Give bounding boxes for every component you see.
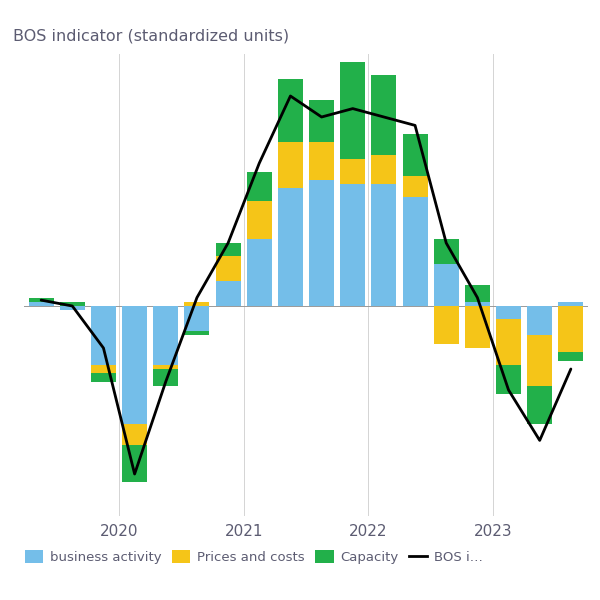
Bar: [215, 256, 241, 281]
Bar: [527, 386, 552, 424]
Bar: [215, 281, 241, 306]
Bar: [122, 306, 147, 424]
Bar: [91, 365, 116, 373]
Bar: [184, 331, 209, 335]
Bar: [559, 352, 583, 361]
Bar: [496, 306, 521, 319]
Bar: [154, 306, 178, 365]
Bar: [371, 75, 397, 155]
Bar: [559, 306, 583, 352]
Text: BOS indicator (standardized units): BOS indicator (standardized units): [13, 28, 289, 43]
Bar: [29, 302, 53, 306]
Bar: [340, 184, 365, 306]
Bar: [154, 365, 178, 369]
Bar: [403, 197, 428, 306]
Bar: [278, 188, 303, 306]
Bar: [403, 134, 428, 176]
Bar: [527, 335, 552, 386]
Bar: [122, 445, 147, 482]
Bar: [559, 302, 583, 306]
Bar: [309, 142, 334, 180]
Bar: [184, 306, 209, 331]
Bar: [247, 239, 272, 306]
Bar: [154, 369, 178, 386]
Bar: [60, 302, 85, 306]
Bar: [434, 264, 458, 306]
Bar: [496, 365, 521, 394]
Bar: [278, 142, 303, 188]
Bar: [465, 285, 490, 302]
Bar: [278, 79, 303, 142]
Legend: business activity, Prices and costs, Capacity, BOS i…: business activity, Prices and costs, Cap…: [19, 545, 488, 569]
Bar: [91, 373, 116, 382]
Bar: [122, 424, 147, 445]
Bar: [340, 62, 365, 159]
Bar: [247, 201, 272, 239]
Bar: [434, 306, 458, 344]
Bar: [247, 172, 272, 201]
Bar: [371, 155, 397, 184]
Bar: [91, 306, 116, 365]
Bar: [340, 159, 365, 184]
Bar: [496, 319, 521, 365]
Bar: [434, 239, 458, 264]
Bar: [309, 100, 334, 142]
Bar: [184, 302, 209, 306]
Bar: [527, 306, 552, 335]
Bar: [29, 298, 53, 302]
Bar: [215, 243, 241, 256]
Bar: [403, 176, 428, 197]
Bar: [309, 180, 334, 306]
Bar: [465, 302, 490, 306]
Bar: [371, 184, 397, 306]
Bar: [465, 306, 490, 348]
Bar: [60, 306, 85, 310]
